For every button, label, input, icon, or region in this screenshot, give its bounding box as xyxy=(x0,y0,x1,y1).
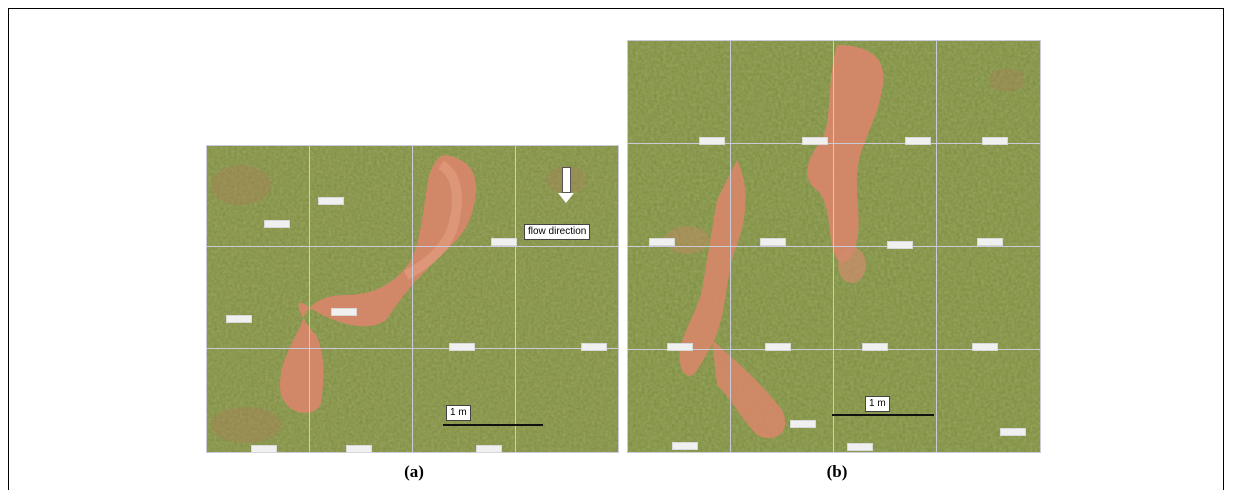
plot-tag xyxy=(251,445,277,453)
plot-cell xyxy=(206,145,310,247)
erosion-rill xyxy=(807,45,884,263)
plot-photo-panel-a: flow direction 1 m xyxy=(206,145,619,453)
erosion-rill xyxy=(280,155,477,413)
plot-cell xyxy=(936,246,1041,350)
scale-label: 1 m xyxy=(865,396,890,412)
plot-cell xyxy=(206,246,310,349)
plot-cell xyxy=(833,143,937,247)
plot-cell xyxy=(515,348,619,453)
plot-tag xyxy=(760,238,786,246)
flow-direction-arrow xyxy=(562,167,571,193)
plot-tag xyxy=(699,137,725,145)
plot-tag xyxy=(862,343,888,351)
scale-bar xyxy=(832,414,934,416)
plot-tag xyxy=(581,343,607,351)
plot-tag xyxy=(667,343,693,351)
plot-tag xyxy=(765,343,791,351)
plot-cell xyxy=(730,349,834,453)
plot-tag xyxy=(972,343,998,351)
plot-cell xyxy=(309,348,413,453)
plot-tag xyxy=(847,443,873,451)
plot-tag xyxy=(264,220,290,228)
plot-tag xyxy=(982,137,1008,145)
plot-cell xyxy=(309,246,413,349)
plot-cell xyxy=(627,143,731,247)
plot-tag xyxy=(226,315,252,323)
plot-photo-panel-b: 1 m xyxy=(627,40,1041,453)
plot-tag xyxy=(318,197,344,205)
plot-tag xyxy=(1000,428,1026,436)
plot-cell xyxy=(412,348,516,453)
plot-tag xyxy=(649,238,675,246)
plot-cell xyxy=(833,246,937,350)
plot-cell xyxy=(936,40,1041,144)
plot-cell xyxy=(936,143,1041,247)
plot-tag xyxy=(491,238,517,246)
plot-cell xyxy=(627,349,731,453)
plot-cell xyxy=(730,246,834,350)
scale-bar xyxy=(443,424,543,426)
scale-label: 1 m xyxy=(446,405,471,421)
arrow-head-icon xyxy=(558,193,574,203)
plot-cell xyxy=(730,143,834,247)
plot-cell xyxy=(627,246,731,350)
plot-tag xyxy=(331,308,357,316)
panel-b-caption: (b) xyxy=(826,462,848,481)
figure-frame xyxy=(8,8,1224,490)
flow-direction-label: flow direction xyxy=(524,224,591,240)
panel-a-caption: (a) xyxy=(404,462,424,481)
plot-cell xyxy=(730,40,834,144)
plot-tag xyxy=(672,442,698,450)
plot-tag xyxy=(977,238,1003,246)
plot-tag xyxy=(476,445,502,453)
plot-tag xyxy=(346,445,372,453)
plot-tag xyxy=(887,241,913,249)
plot-cell xyxy=(206,348,310,453)
plot-cell xyxy=(309,145,413,247)
plot-cell xyxy=(412,145,516,247)
plot-cell xyxy=(833,40,937,144)
plot-cell xyxy=(627,40,731,144)
plot-tag xyxy=(905,137,931,145)
plot-tag xyxy=(802,137,828,145)
plot-tag xyxy=(449,343,475,351)
plot-cell xyxy=(936,349,1041,453)
plot-cell xyxy=(412,246,516,349)
plot-cell xyxy=(515,246,619,349)
plot-tag xyxy=(790,420,816,428)
